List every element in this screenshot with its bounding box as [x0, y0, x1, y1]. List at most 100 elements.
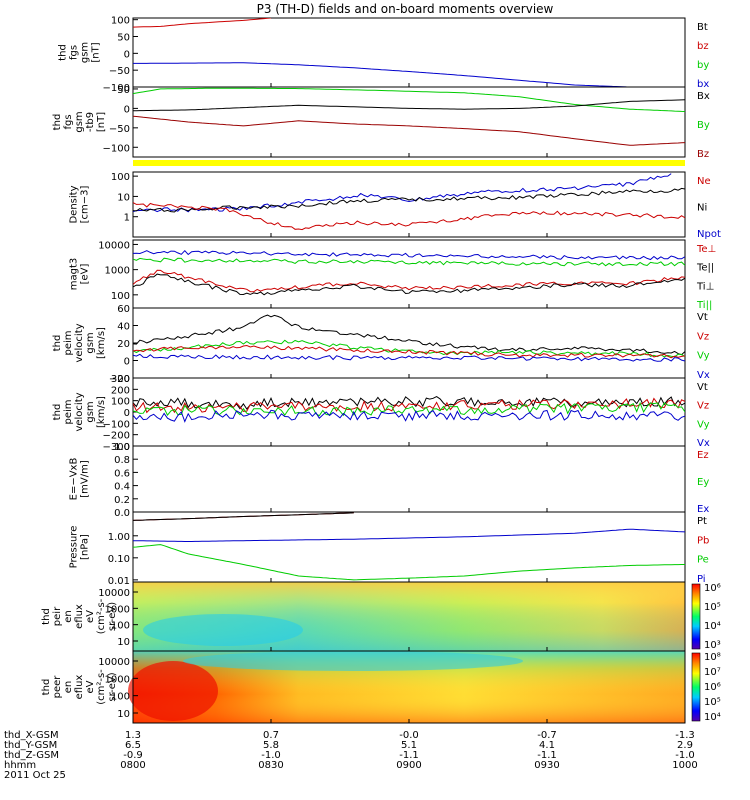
- legend-entry: Ez: [697, 450, 709, 461]
- y-axis-label: [eV]: [80, 264, 91, 285]
- legend-entry: Pi: [697, 574, 706, 585]
- series-line: [133, 87, 685, 112]
- series-line: [133, 409, 685, 423]
- footer-value: 0930: [534, 760, 559, 771]
- panel-fgs: 100 50 0 −50 −100 thd fgs gsm [nT] Bt bz by bx: [58, 16, 710, 94]
- y-axis-label: thd: [52, 114, 63, 131]
- series-line: [133, 528, 685, 542]
- y-tick-label: 10000: [98, 657, 130, 668]
- legend-entry: Bz: [697, 149, 709, 160]
- footer-row-label: 2011 Oct 25: [4, 770, 66, 781]
- colorbar-tick-label: 10³: [704, 640, 721, 651]
- spectrogram-cool-band: [183, 651, 523, 671]
- legend-entry: Vx: [697, 438, 710, 449]
- y-tick-label: 100: [111, 16, 130, 27]
- legend-entry: Vz: [697, 401, 709, 412]
- legend-entry: Pe: [697, 555, 709, 566]
- y-tick-label: −50: [109, 66, 130, 77]
- y-tick-label: 0: [124, 49, 130, 60]
- y-axis-label: peer: [52, 675, 63, 699]
- y-axis-label: eflux: [74, 675, 85, 700]
- y-tick-label: 1.00: [108, 532, 130, 543]
- y-axis-label: thd: [41, 608, 52, 625]
- y-tick-label: −300: [103, 442, 130, 453]
- y-tick-label: 100: [111, 291, 130, 302]
- legend-entry: Ti||: [696, 300, 712, 311]
- y-tick-label: 1000: [105, 674, 130, 685]
- y-tick-label: −100: [103, 143, 130, 154]
- panel-pressure: 1.00 0.10 0.01 Pressure [nPa] Pt Pb Pe Pi: [69, 511, 709, 587]
- colorbar-tick-label: 10⁷: [704, 667, 721, 678]
- y-axis-label: -tb9: [85, 112, 96, 132]
- legend-entry: By: [697, 120, 710, 131]
- legend-entry: Ni: [697, 203, 707, 214]
- colorbar-tick-label: 10⁶: [704, 583, 721, 594]
- y-axis-label: [km/s]: [96, 396, 107, 428]
- series-line: [133, 115, 685, 146]
- y-tick-label: 0: [124, 104, 130, 115]
- series-line: [133, 512, 354, 521]
- legend-entry: bx: [697, 79, 709, 90]
- colorbar-tick-label: 10⁵: [704, 602, 721, 613]
- y-axis-label: Density: [69, 185, 80, 223]
- spectrogram-high-flux-region: [128, 661, 218, 721]
- legend-entry: Vt: [697, 382, 708, 393]
- series-line: [133, 396, 685, 410]
- series-line: [133, 99, 685, 112]
- y-axis-label: gsm: [85, 401, 96, 422]
- colorbar: [691, 583, 701, 650]
- y-tick-label: −200: [103, 431, 130, 442]
- footer-value: -0.7: [537, 730, 557, 741]
- colorbar: [691, 652, 701, 722]
- series-line: [133, 397, 685, 414]
- legend-entry: Npot: [697, 229, 721, 240]
- series-line: [133, 62, 651, 87]
- y-axis-label: thd: [52, 335, 63, 352]
- footer-row-label: thd_Y-GSM: [4, 740, 57, 751]
- spectrogram-low-flux-region: [143, 614, 303, 646]
- footer-value: 4.1: [539, 740, 555, 751]
- legend-entry: Vy: [697, 419, 710, 430]
- y-axis-label: en: [63, 610, 74, 623]
- footer-value: -0.9: [123, 750, 143, 761]
- y-tick-label: 1000: [105, 604, 130, 615]
- y-axis-label: fgs: [63, 114, 74, 129]
- series-line: [133, 344, 685, 359]
- y-axis-label: sr-eV): [107, 602, 118, 631]
- y-axis-label: Pressure: [69, 526, 80, 569]
- y-axis-label: (cm²-s-: [96, 669, 107, 705]
- y-axis-label: sr-eV): [107, 672, 118, 701]
- y-tick-label: 0.8: [114, 455, 130, 466]
- y-tick-label: 100: [111, 692, 130, 703]
- series-line: [133, 401, 685, 417]
- footer-value: 0900: [396, 760, 421, 771]
- legend-entry: Ne: [697, 176, 711, 187]
- colorbar-tick-label: 10⁴: [704, 712, 721, 723]
- legend-entry: Pt: [697, 516, 707, 527]
- y-tick-label: −50: [109, 124, 130, 135]
- y-axis-label: [mV/m]: [80, 460, 91, 498]
- y-axis-label: gsm: [80, 42, 91, 63]
- y-tick-label: 1: [124, 213, 130, 224]
- footer-value: 5.1: [401, 740, 417, 751]
- footer-row-label: thd_X-GSM: [4, 730, 59, 741]
- colorbar-tick-label: 10⁴: [704, 621, 721, 632]
- y-axis-label: [nT]: [91, 42, 102, 62]
- footer-value: -1.1: [399, 750, 419, 761]
- y-tick-label: 10: [117, 709, 130, 720]
- legend-entry: Bt: [697, 22, 708, 33]
- footer-value: -1.0: [261, 750, 281, 761]
- y-tick-label: 20: [117, 339, 130, 350]
- footer-value: -1.0: [675, 750, 695, 761]
- series-line: [133, 353, 685, 362]
- legend-entry: Te⊥: [696, 244, 716, 255]
- y-axis-label: [cm−3]: [80, 186, 91, 224]
- y-tick-label: 50: [117, 33, 130, 44]
- y-tick-label: −20: [109, 374, 130, 385]
- footer-value: 0.7: [263, 730, 279, 741]
- y-axis-label: eflux: [74, 604, 85, 629]
- y-axis-label: en: [63, 681, 74, 694]
- series-line: [133, 544, 685, 581]
- panel-ion_spec: 10⁶ 10⁵ 10⁴ 10³ 10000 1000 100 10 thd peir en eflux…: [41, 581, 721, 652]
